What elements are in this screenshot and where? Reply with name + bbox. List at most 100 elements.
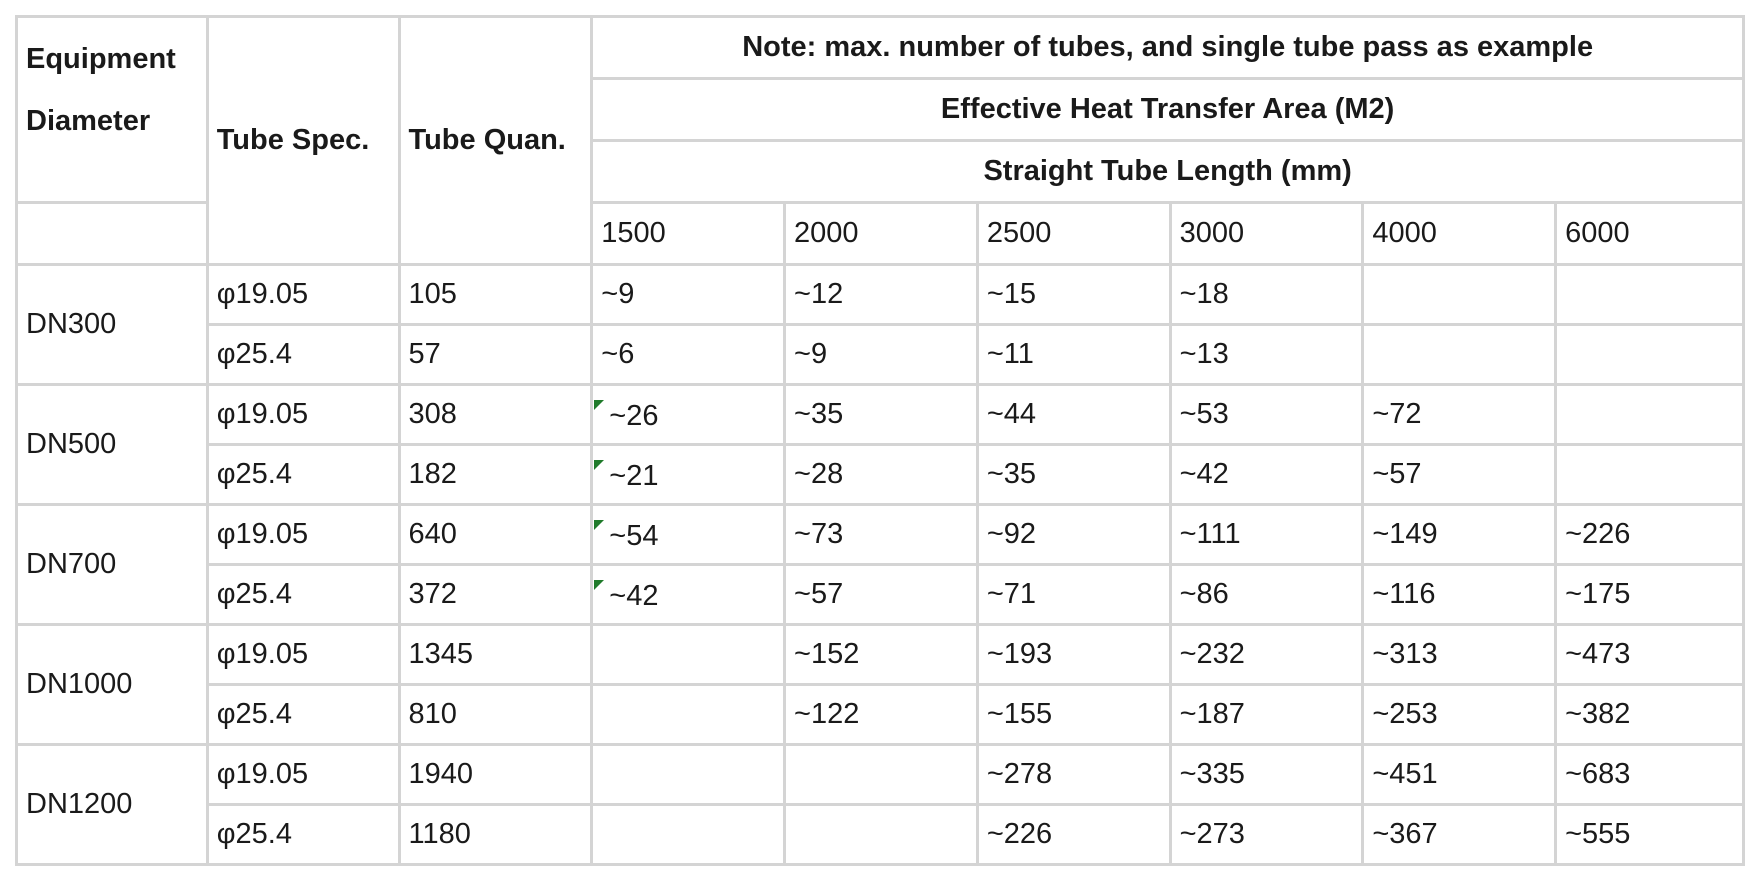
area-cell: ~473 <box>1554 623 1745 686</box>
area-cell: ~122 <box>783 683 979 746</box>
tube-spec-cell: φ25.4 <box>205 563 401 626</box>
area-cell: ~57 <box>783 563 979 626</box>
header-length-2: 2500 <box>975 201 1172 266</box>
flagged-cell-wrap: ~26 <box>594 400 775 433</box>
area-value: ~26 <box>609 400 659 432</box>
area-cell: ~149 <box>1361 503 1558 566</box>
area-cell: ~382 <box>1554 683 1745 746</box>
comment-flag-icon <box>594 460 605 470</box>
area-cell: ~232 <box>1168 623 1365 686</box>
tube-quan-cell: 1345 <box>397 623 594 686</box>
tube-quan-cell: 105 <box>397 263 594 326</box>
tube-spec-cell: φ25.4 <box>205 443 401 506</box>
area-cell: ~273 <box>1168 803 1365 866</box>
area-cell: ~35 <box>783 383 979 446</box>
tube-spec-cell: φ19.05 <box>205 743 401 806</box>
area-cell: ~9 <box>783 323 979 386</box>
header-length-5: 6000 <box>1554 201 1745 266</box>
flagged-cell-wrap: ~54 <box>594 520 775 553</box>
area-cell: ~278 <box>975 743 1172 806</box>
header-length-4: 4000 <box>1361 201 1558 266</box>
area-cell <box>1554 383 1745 446</box>
tube-spec-cell: φ19.05 <box>205 263 401 326</box>
area-cell <box>1361 323 1558 386</box>
area-cell: ~92 <box>975 503 1172 566</box>
table-row: DN500 φ19.05 308 ~26 ~35 ~44 ~53 ~72 <box>15 383 1745 506</box>
table-body: Equipment Diameter Tube Spec. Tube Quan.… <box>15 15 1745 866</box>
header-note: Note: max. number of tubes, and single t… <box>590 15 1745 80</box>
area-cell: ~18 <box>1168 263 1365 326</box>
area-cell <box>1554 323 1745 386</box>
area-cell: ~226 <box>1554 503 1745 566</box>
area-value: ~42 <box>609 580 659 612</box>
area-cell: ~335 <box>1168 743 1365 806</box>
table-row: DN700 φ19.05 640 ~54 ~73 ~92 ~111 ~149 ~226 <box>15 503 1745 626</box>
header-tube-spec: Tube Spec. <box>205 15 401 266</box>
table-row: DN300 φ19.05 105 ~9 ~12 ~15 ~18 <box>15 263 1745 386</box>
diameter-cell: DN700 <box>15 503 209 626</box>
area-cell: ~9 <box>590 263 787 326</box>
area-cell: ~111 <box>1168 503 1365 566</box>
header-row-area: Effective Heat Transfer Area (M2) <box>17 77 1745 142</box>
area-cell: ~253 <box>1361 683 1558 746</box>
area-cell: ~451 <box>1361 743 1558 806</box>
area-cell: ~53 <box>1168 383 1365 446</box>
tube-spec-cell: φ19.05 <box>205 623 401 686</box>
area-cell: ~13 <box>1168 323 1365 386</box>
header-row-lengths: 1500 2000 2500 3000 4000 6000 <box>15 201 1745 266</box>
table-row: φ25.4 182 ~21 ~28 ~35 ~42 ~57 <box>17 443 1745 506</box>
area-cell: ~193 <box>975 623 1172 686</box>
tube-quan-cell: 640 <box>397 503 594 566</box>
area-cell: ~11 <box>975 323 1172 386</box>
header-length-1: 2000 <box>783 201 979 266</box>
area-cell: ~42 <box>590 563 787 626</box>
header-row-length: Straight Tube Length (mm) <box>17 139 1745 204</box>
area-cell: ~367 <box>1361 803 1558 866</box>
table-row: φ25.4 810 ~122 ~155 ~187 ~253 ~382 <box>17 683 1745 746</box>
area-cell <box>783 803 979 866</box>
tube-spec-cell: φ19.05 <box>205 503 401 566</box>
area-cell: ~226 <box>975 803 1172 866</box>
tube-quan-cell: 1940 <box>397 743 594 806</box>
area-cell: ~12 <box>783 263 979 326</box>
header-equipment-diameter: Equipment Diameter <box>15 15 209 204</box>
area-cell: ~187 <box>1168 683 1365 746</box>
area-cell <box>590 743 787 806</box>
header-row-note: Equipment Diameter Tube Spec. Tube Quan.… <box>15 15 1745 266</box>
comment-flag-icon <box>594 520 605 530</box>
table-row: DN1200 φ19.05 1940 ~278 ~335 ~451 ~683 <box>15 743 1745 866</box>
flagged-cell-wrap: ~42 <box>594 580 775 613</box>
comment-flag-icon <box>594 400 605 410</box>
tube-spec-cell: φ25.4 <box>205 803 401 866</box>
tube-quan-cell: 57 <box>397 323 594 386</box>
flagged-cell-wrap: ~21 <box>594 460 775 493</box>
area-cell: ~21 <box>590 443 787 506</box>
header-area: Effective Heat Transfer Area (M2) <box>590 77 1745 142</box>
area-cell: ~44 <box>975 383 1172 446</box>
header-area-text: Effective Heat Transfer Area (M2) <box>940 93 1395 125</box>
area-cell: ~57 <box>1361 443 1558 506</box>
area-cell: ~54 <box>590 503 787 566</box>
area-cell <box>783 743 979 806</box>
area-cell <box>590 683 787 746</box>
area-cell: ~15 <box>975 263 1172 326</box>
area-cell <box>1554 263 1745 326</box>
tube-quan-cell: 810 <box>397 683 594 746</box>
tube-quan-cell: 182 <box>397 443 594 506</box>
header-length-0: 1500 <box>590 201 787 266</box>
area-value: ~54 <box>609 520 659 552</box>
area-cell: ~116 <box>1361 563 1558 626</box>
area-cell: ~86 <box>1168 563 1365 626</box>
table-row: DN1000 φ19.05 1345 ~152 ~193 ~232 ~313 ~473 <box>15 623 1745 746</box>
tube-spec-cell: φ25.4 <box>205 683 401 746</box>
diameter-cell: DN300 <box>15 263 209 386</box>
area-cell: ~73 <box>783 503 979 566</box>
area-cell: ~72 <box>1361 383 1558 446</box>
area-cell <box>590 803 787 866</box>
table-row: φ25.4 372 ~42 ~57 ~71 ~86 ~116 ~175 <box>17 563 1745 626</box>
area-cell: ~6 <box>590 323 787 386</box>
tube-quan-cell: 1180 <box>397 803 594 866</box>
diameter-cell: DN1000 <box>15 623 209 746</box>
area-cell <box>1554 443 1745 506</box>
area-cell: ~71 <box>975 563 1172 626</box>
